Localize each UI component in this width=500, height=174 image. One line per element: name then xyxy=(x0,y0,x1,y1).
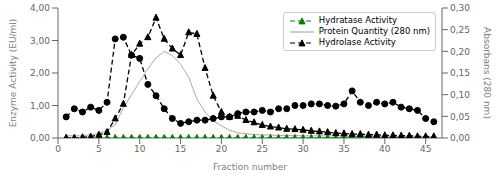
html-text:Hydratase Activity: Hydratase Activity xyxy=(318,15,398,25)
svg-text:4,00: 4,00 xyxy=(30,3,50,13)
svg-text:40: 40 xyxy=(379,144,391,154)
svg-text:0,00: 0,00 xyxy=(30,133,50,143)
svg-text:25: 25 xyxy=(257,144,268,154)
svg-text:0,30: 0,30 xyxy=(450,3,470,13)
svg-text:3,00: 3,00 xyxy=(30,36,50,46)
svg-text:1,00: 1,00 xyxy=(30,101,50,111)
svg-text:35: 35 xyxy=(338,144,349,154)
svg-text:Absorbans (280 nm): Absorbans (280 nm) xyxy=(482,27,492,119)
svg-text:0,15: 0,15 xyxy=(450,68,470,78)
svg-text:45: 45 xyxy=(420,144,431,154)
svg-text:15: 15 xyxy=(175,144,186,154)
svg-text:0,00: 0,00 xyxy=(450,133,470,143)
svg-text:20: 20 xyxy=(216,144,228,154)
svg-text:Enzyme Activity (EU/ml): Enzyme Activity (EU/ml) xyxy=(8,19,18,128)
svg-text:0,20: 0,20 xyxy=(450,47,470,57)
html-text:Hydrolase Activity: Hydrolase Activity xyxy=(318,37,396,47)
svg-text:0: 0 xyxy=(55,144,61,154)
svg-text:Fraction number: Fraction number xyxy=(213,162,287,172)
svg-text:2,00: 2,00 xyxy=(30,68,50,78)
svg-text:0,25: 0,25 xyxy=(450,25,470,35)
svg-text:0,05: 0,05 xyxy=(450,112,470,122)
svg-text:0,10: 0,10 xyxy=(450,90,470,100)
html-text:Protein Quantity (280 nm): Protein Quantity (280 nm) xyxy=(318,26,430,36)
svg-text:30: 30 xyxy=(297,144,309,154)
svg-text:10: 10 xyxy=(134,144,146,154)
svg-text:5: 5 xyxy=(96,144,102,154)
